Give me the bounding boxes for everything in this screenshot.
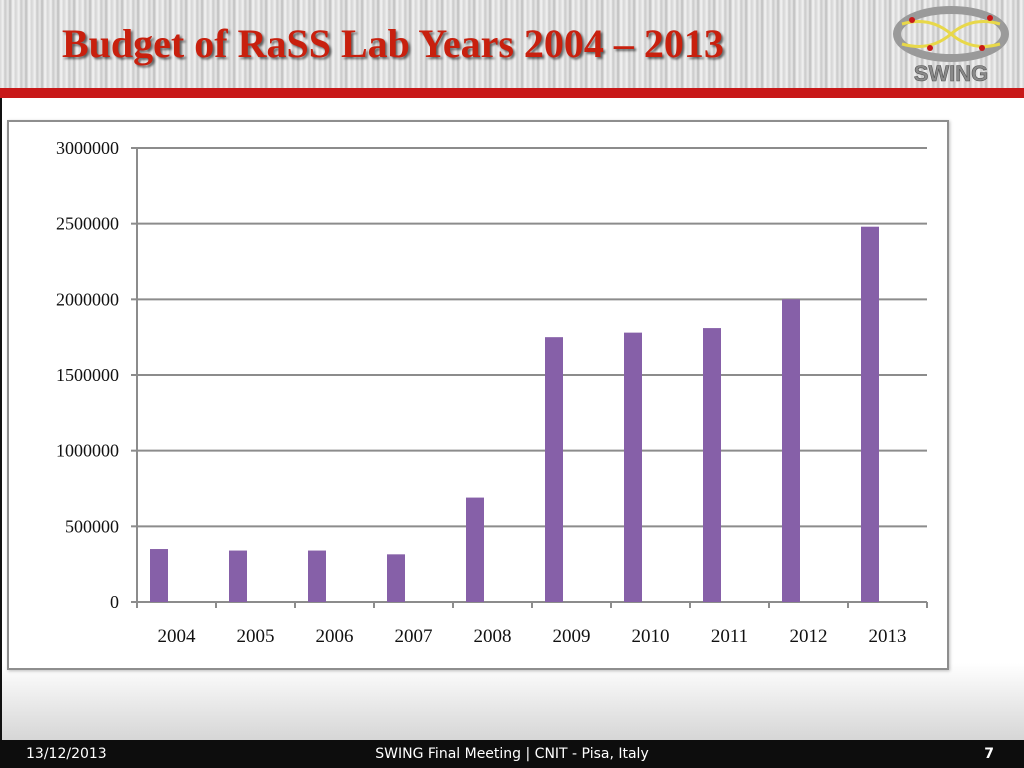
bar-2011 (703, 328, 721, 602)
bar-2010 (624, 332, 642, 602)
x-tick-label: 2009 (553, 626, 591, 647)
y-tick-label: 3000000 (56, 138, 119, 158)
slide-title: Budget of RaSS Lab Years 2004 – 2013 (62, 21, 724, 66)
bar-2009 (545, 337, 563, 602)
y-tick-label: 1000000 (56, 441, 119, 461)
y-tick-label: 500000 (65, 516, 119, 536)
bar-2004 (150, 549, 168, 602)
swing-logo-emblem (893, 6, 1009, 62)
x-tick-label: 2012 (790, 626, 828, 647)
x-tick-label: 2008 (474, 626, 512, 647)
bar-2007 (387, 554, 405, 602)
x-tick-label: 2006 (316, 626, 354, 647)
bar-2006 (308, 550, 326, 602)
bar-2012 (782, 299, 800, 602)
y-tick-label: 1500000 (56, 365, 119, 385)
x-tick-label: 2010 (632, 626, 670, 647)
budget-bar-chart: 0 500000 1000000 1500000 2000000 2500000 30000… (56, 138, 928, 647)
x-tick-label: 2011 (711, 626, 748, 647)
y-tick-label: 2500000 (56, 214, 119, 234)
page-number: 7 (984, 746, 994, 762)
chart-frame: 0 500000 1000000 1500000 2000000 2500000 30000… (7, 120, 949, 670)
x-tick-label: 2005 (237, 626, 275, 647)
y-tick-label: 2000000 (56, 289, 119, 309)
x-tick-label: 2013 (869, 626, 907, 647)
header-band: Budget of RaSS Lab Years 2004 – 2013 SWI… (0, 0, 1024, 90)
footer-event: SWING Final Meeting | CNIT - Pisa, Italy (375, 746, 649, 762)
x-tick-label: 2007 (395, 626, 433, 647)
footer-date: 13/12/2013 (26, 746, 107, 762)
swing-logo: SWING (893, 6, 1009, 86)
footer-bar: 13/12/2013 SWING Final Meeting | CNIT - … (0, 740, 1024, 768)
y-tick-label: 0 (110, 592, 119, 612)
bar-2005 (229, 550, 247, 602)
bar-2008 (466, 497, 484, 602)
x-tick-label: 2004 (158, 626, 197, 647)
header-accent-bar (0, 88, 1024, 98)
bar-2013 (861, 226, 879, 602)
swing-logo-text: SWING (914, 61, 989, 86)
